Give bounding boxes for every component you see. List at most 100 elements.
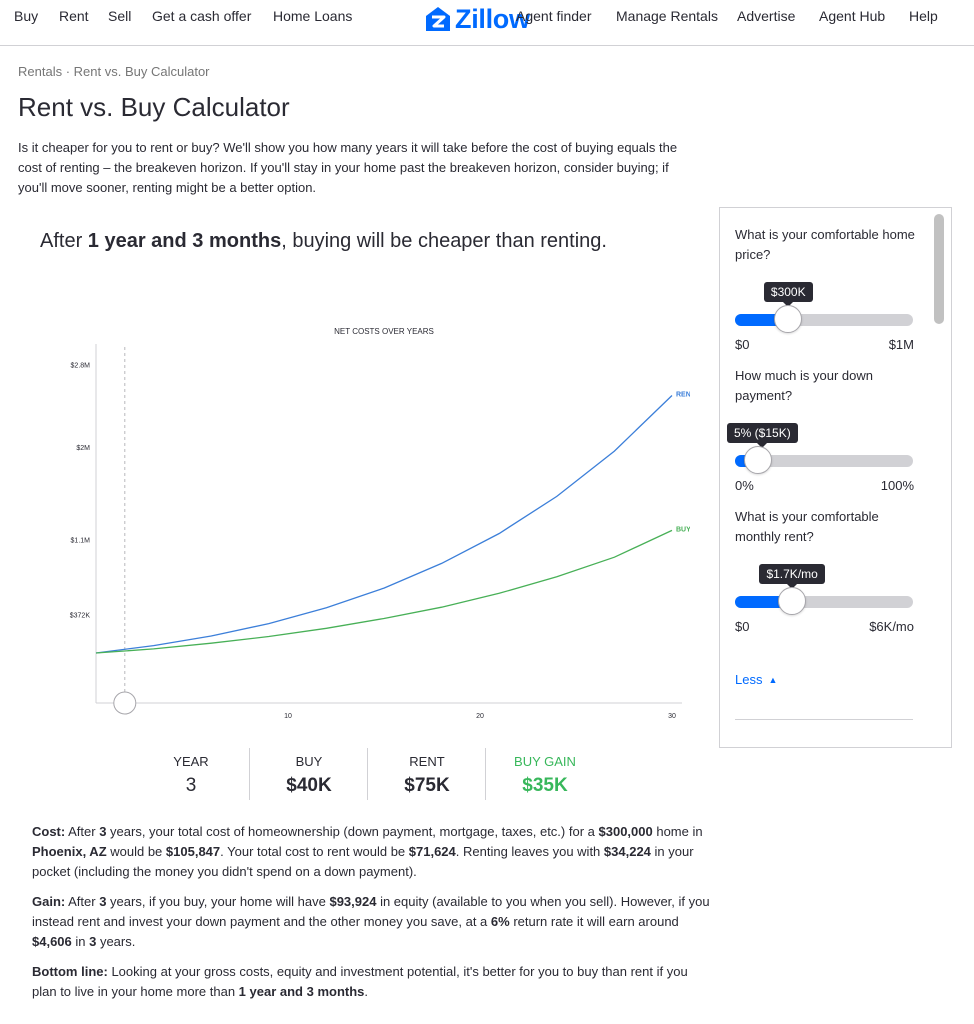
monthly-rent-slider-fill xyxy=(735,596,792,608)
less-label: Less xyxy=(735,672,763,687)
gain-explanation: Gain: After 3 years, if you buy, your ho… xyxy=(32,892,712,952)
headline-after: , buying will be cheaper than renting. xyxy=(281,230,607,252)
gain-t4: return rate it will earn around xyxy=(509,914,679,929)
intro-text: Is it cheaper for you to rent or buy? We… xyxy=(18,140,678,195)
x-tick-label: 30 xyxy=(668,713,676,720)
y-tick-label: $2M xyxy=(76,445,90,452)
gain-label: Gain: xyxy=(32,894,66,909)
series-line-rent xyxy=(95,395,673,654)
bottom-t2: . xyxy=(364,984,369,999)
nav-get-cash-offer[interactable]: Get a cash offer xyxy=(152,8,252,24)
down-payment-slider-thumb[interactable] xyxy=(744,446,773,474)
nav-sell[interactable]: Sell xyxy=(108,8,132,24)
stat-year: YEAR 3 xyxy=(132,748,250,800)
breadcrumb-separator: · xyxy=(65,64,71,79)
series-label-buy: BUY xyxy=(676,526,690,533)
bottom-t1: Looking at your gross costs, equity and … xyxy=(32,964,688,999)
headline-before: After xyxy=(40,230,88,252)
cost-t2: years, your total cost of homeownership … xyxy=(106,824,599,839)
down-payment-tooltip: 5% ($15K) xyxy=(727,423,798,448)
cost-rent-total: $71,624 xyxy=(408,844,456,859)
cost-pocket: $34,224 xyxy=(603,844,651,859)
cost-label: Cost: xyxy=(32,824,66,839)
bottom-label: Bottom line: xyxy=(32,964,108,979)
nav-agent-hub[interactable]: Agent Hub xyxy=(819,8,886,24)
cost-t5: . Your total cost to rent would be xyxy=(220,844,409,859)
caret-up-icon: ▲ xyxy=(768,675,778,685)
zillow-house-icon xyxy=(426,7,450,31)
gain-t2: years, if you buy, your home will have xyxy=(106,894,330,909)
monthly-rent-tooltip: $1.7K/mo xyxy=(759,564,825,589)
gain-equity: $93,924 xyxy=(329,894,377,909)
home-price-slider-thumb[interactable] xyxy=(774,305,803,333)
calculator-inputs-panel: What is your comfortable home price? $30… xyxy=(719,207,952,748)
stat-rent-label: RENT xyxy=(409,754,445,769)
cost-t3: home in xyxy=(652,824,703,839)
stat-rent: RENT $75K xyxy=(367,748,486,800)
y-tick-label: $372K xyxy=(70,613,91,620)
stat-buy-label: BUY xyxy=(295,754,323,769)
breadcrumb-rentals[interactable]: Rentals xyxy=(18,64,63,79)
stat-buy-value: $40K xyxy=(286,775,332,796)
nav-advertise[interactable]: Advertise xyxy=(737,8,796,24)
cost-t7: in your pocket (including the money you … xyxy=(32,844,694,879)
nav-buy[interactable]: Buy xyxy=(14,8,39,24)
x-tick-label: 10 xyxy=(284,713,292,720)
home-price-slider[interactable] xyxy=(735,305,913,333)
monthly-rent-min: $0 xyxy=(735,619,750,634)
headline-breakeven: 1 year and 3 months xyxy=(87,230,282,252)
monthly-rent-question: What is your comfortable monthly rent? xyxy=(735,509,879,544)
home-price-min: $0 xyxy=(735,337,750,352)
down-payment-slider[interactable] xyxy=(735,446,913,474)
gain-t6: years. xyxy=(96,934,136,949)
monthly-rent-slider[interactable] xyxy=(735,587,913,615)
monthly-rent-slider-thumb[interactable] xyxy=(777,587,806,615)
breadcrumb-current[interactable]: Rent vs. Buy Calculator xyxy=(73,64,210,79)
stat-buy-gain: BUY GAIN $35K xyxy=(485,748,604,800)
zillow-logo-text: Zillow xyxy=(455,3,530,34)
home-price-max: $1M xyxy=(888,337,914,352)
cost-buy-total: $105,847 xyxy=(165,844,221,859)
panel-scrollbar-thumb[interactable] xyxy=(934,214,944,324)
stat-year-label: YEAR xyxy=(173,754,209,769)
cost-t1: After xyxy=(65,824,100,839)
monthly-rent-max: $6K/mo xyxy=(869,619,914,634)
panel-scrollbar[interactable] xyxy=(933,211,945,744)
stat-gain-label: BUY GAIN xyxy=(514,754,576,769)
gain-t3: in equity (available to you when you sel… xyxy=(32,894,710,929)
gain-t1: After xyxy=(65,894,100,909)
cost-years: 3 xyxy=(99,824,107,839)
less-options-link[interactable]: Less ▲ xyxy=(735,672,777,687)
y-tick-label: $1.1M xyxy=(71,538,91,545)
series-line-buy xyxy=(95,529,673,654)
cost-t4: would be xyxy=(106,844,166,859)
nav-home-loans[interactable]: Home Loans xyxy=(273,8,353,24)
down-payment-min: 0% xyxy=(735,478,754,493)
gain-rate: 6% xyxy=(490,914,510,929)
gain-years-2: 3 xyxy=(89,934,97,949)
home-price-tooltip: $300K xyxy=(763,282,813,307)
nav-rent[interactable]: Rent xyxy=(59,8,89,24)
bottom-horizon: 1 year and 3 months xyxy=(238,984,365,999)
zillow-logo[interactable]: Zillow xyxy=(425,2,530,36)
nav-manage-rentals[interactable]: Manage Rentals xyxy=(616,8,718,24)
breadcrumb: Rentals · Rent vs. Buy Calculator xyxy=(18,64,210,79)
stat-buy: BUY $40K xyxy=(249,748,368,800)
net-costs-chart: NET COSTS OVER YEARS $372K $1.1M $2M $2.8M 10… xyxy=(70,327,690,720)
breakeven-headline: After 1 year and 3 months, buying will b… xyxy=(40,230,607,253)
nav-agent-finder[interactable]: Agent finder xyxy=(516,8,592,24)
chart-title: NET COSTS OVER YEARS xyxy=(334,327,434,336)
down-payment-question: How much is your down payment? xyxy=(735,368,873,403)
bottom-line-explanation: Bottom line: Looking at your gross costs… xyxy=(32,962,712,1002)
nav-help[interactable]: Help xyxy=(909,8,938,24)
stats-summary: YEAR 3 BUY $40K RENT $75K BUY GAIN $35K xyxy=(132,748,602,800)
y-tick-label: $2.8M xyxy=(71,363,91,370)
series-label-rent: RENT xyxy=(676,392,690,399)
cost-location: Phoenix, AZ xyxy=(32,844,107,859)
home-price-question: What is your comfortable home price? xyxy=(735,227,915,262)
gain-t5: in xyxy=(71,934,90,949)
cost-t6: . Renting leaves you with xyxy=(455,844,604,859)
cost-home-price: $300,000 xyxy=(598,824,653,839)
panel-divider xyxy=(735,719,913,720)
gain-years: 3 xyxy=(99,894,107,909)
